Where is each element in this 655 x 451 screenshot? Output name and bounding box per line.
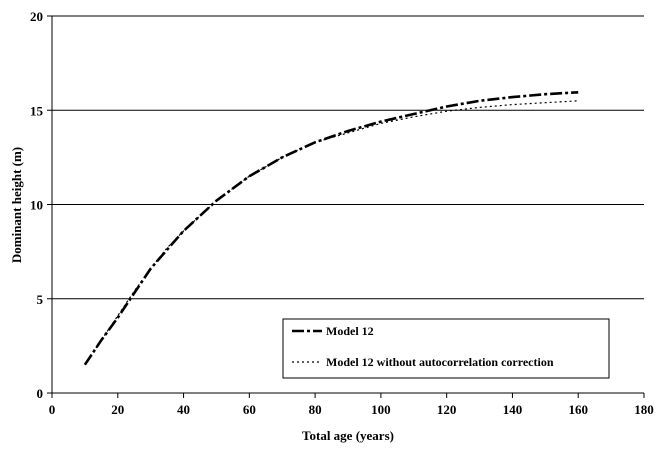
x-tick-label-100: 100 — [371, 402, 391, 417]
legend-box — [282, 318, 610, 379]
x-tick-label-160: 160 — [568, 402, 588, 417]
grid-lines — [52, 15, 644, 300]
x-tick-label-20: 20 — [111, 402, 124, 417]
y-axis-title: Dominant height (m) — [9, 147, 24, 263]
legend-label-model-12: Model 12 — [326, 324, 374, 338]
x-tick-label-80: 80 — [309, 402, 322, 417]
axes — [47, 15, 645, 398]
y-tick-label-0: 0 — [37, 386, 44, 401]
x-tick-label-40: 40 — [177, 402, 190, 417]
series-line-model-12-no-autocorrelation — [84, 100, 579, 366]
x-tick-label-120: 120 — [437, 402, 457, 417]
y-tick-label-20: 20 — [30, 9, 43, 24]
x-axis-title: Total age (years) — [302, 428, 394, 443]
y-tick-labels: 0 5 10 15 20 — [30, 9, 44, 401]
x-tick-labels: 0 20 40 60 80 100 120 140 160 180 — [49, 402, 654, 417]
x-tick-label-140: 140 — [503, 402, 523, 417]
legend: Model 12 Model 12 without autocorrelatio… — [282, 318, 610, 379]
y-tick-label-10: 10 — [30, 198, 43, 213]
x-tick-label-60: 60 — [243, 402, 256, 417]
y-tick-label-5: 5 — [37, 292, 44, 307]
series-line-model-12 — [83, 91, 579, 366]
y-tick-label-15: 15 — [30, 103, 44, 118]
legend-label-model-12-no-autocorrelation: Model 12 without autocorrelation correct… — [326, 355, 554, 369]
series-lines — [83, 91, 579, 366]
x-tick-label-180: 180 — [634, 402, 654, 417]
x-tick-label-0: 0 — [49, 402, 56, 417]
